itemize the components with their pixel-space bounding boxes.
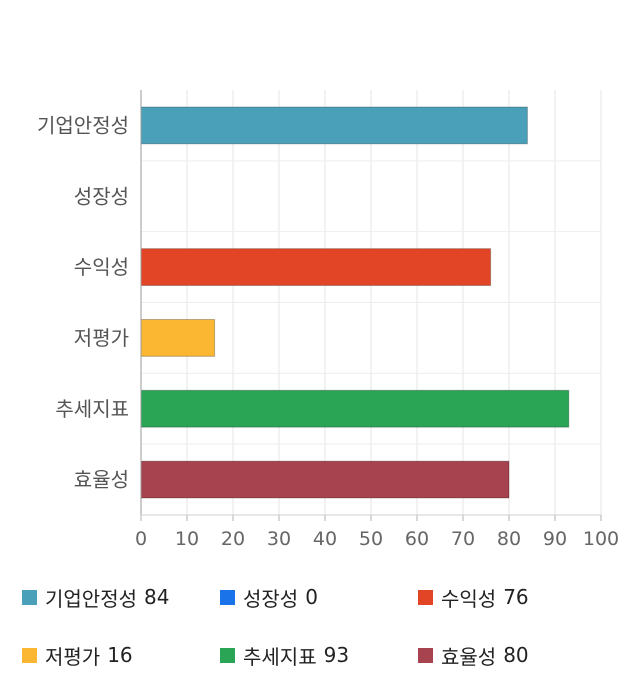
bar[interactable] (140, 106, 528, 145)
x-tick-label: 80 (497, 528, 521, 550)
category-label: 저평가 (74, 326, 129, 350)
bar[interactable] (140, 319, 216, 357)
category-label: 수익성 (74, 255, 129, 279)
x-tick-label: 20 (221, 528, 245, 550)
legend-swatch (220, 589, 235, 605)
legend-label: 수익성 (441, 586, 497, 611)
legend-label: 기업안정성 (45, 586, 137, 611)
category-label: 효율성 (74, 468, 129, 492)
category-label: 추세지표 (55, 397, 129, 421)
legend-swatch (22, 647, 37, 663)
legend-item[interactable]: 추세지표 93 (220, 640, 418, 670)
legend-value: 93 (323, 643, 350, 667)
legend: 기업안정성 84 성장성 0 수익성 76 저평가 16 추세지표 93 효율성… (22, 582, 622, 670)
legend-value: 84 (144, 585, 170, 609)
legend-swatch (22, 589, 37, 605)
axes (140, 90, 602, 521)
x-tick-label: 40 (313, 528, 337, 550)
bar[interactable] (140, 389, 570, 428)
legend-label: 성장성 (243, 586, 299, 611)
bar[interactable] (140, 460, 510, 499)
legend-item[interactable]: 수익성 76 (418, 582, 616, 612)
legend-value: 76 (503, 585, 529, 609)
x-tick-labels: 0 10 20 30 40 50 60 70 80 90 100 (135, 528, 619, 550)
x-tick-label: 100 (583, 528, 619, 550)
legend-item[interactable]: 효율성 80 (418, 640, 616, 670)
x-tick-label: 10 (175, 528, 199, 550)
x-tick-label: 30 (267, 528, 291, 550)
legend-label: 추세지표 (243, 644, 317, 669)
x-tick-label: 90 (543, 528, 567, 550)
category-label: 성장성 (74, 184, 129, 208)
bars (140, 106, 570, 499)
legend-item[interactable]: 성장성 0 (220, 582, 418, 612)
legend-swatch (220, 647, 235, 663)
legend-item[interactable]: 저평가 16 (22, 640, 220, 670)
legend-item[interactable]: 기업안정성 84 (22, 582, 220, 612)
x-tick-label: 50 (359, 528, 383, 550)
x-tick-label: 70 (451, 528, 475, 550)
legend-value: 0 (305, 585, 318, 609)
grid (140, 90, 602, 515)
legend-label: 효율성 (441, 644, 497, 669)
legend-value: 80 (503, 643, 529, 667)
legend-label: 저평가 (45, 644, 101, 669)
legend-swatch (418, 647, 433, 663)
x-tick-label: 60 (405, 528, 429, 550)
legend-value: 16 (107, 643, 133, 667)
bar[interactable] (140, 248, 492, 287)
legend-swatch (418, 589, 433, 605)
category-label: 기업안정성 (37, 113, 129, 137)
x-tick-label: 0 (135, 528, 147, 550)
